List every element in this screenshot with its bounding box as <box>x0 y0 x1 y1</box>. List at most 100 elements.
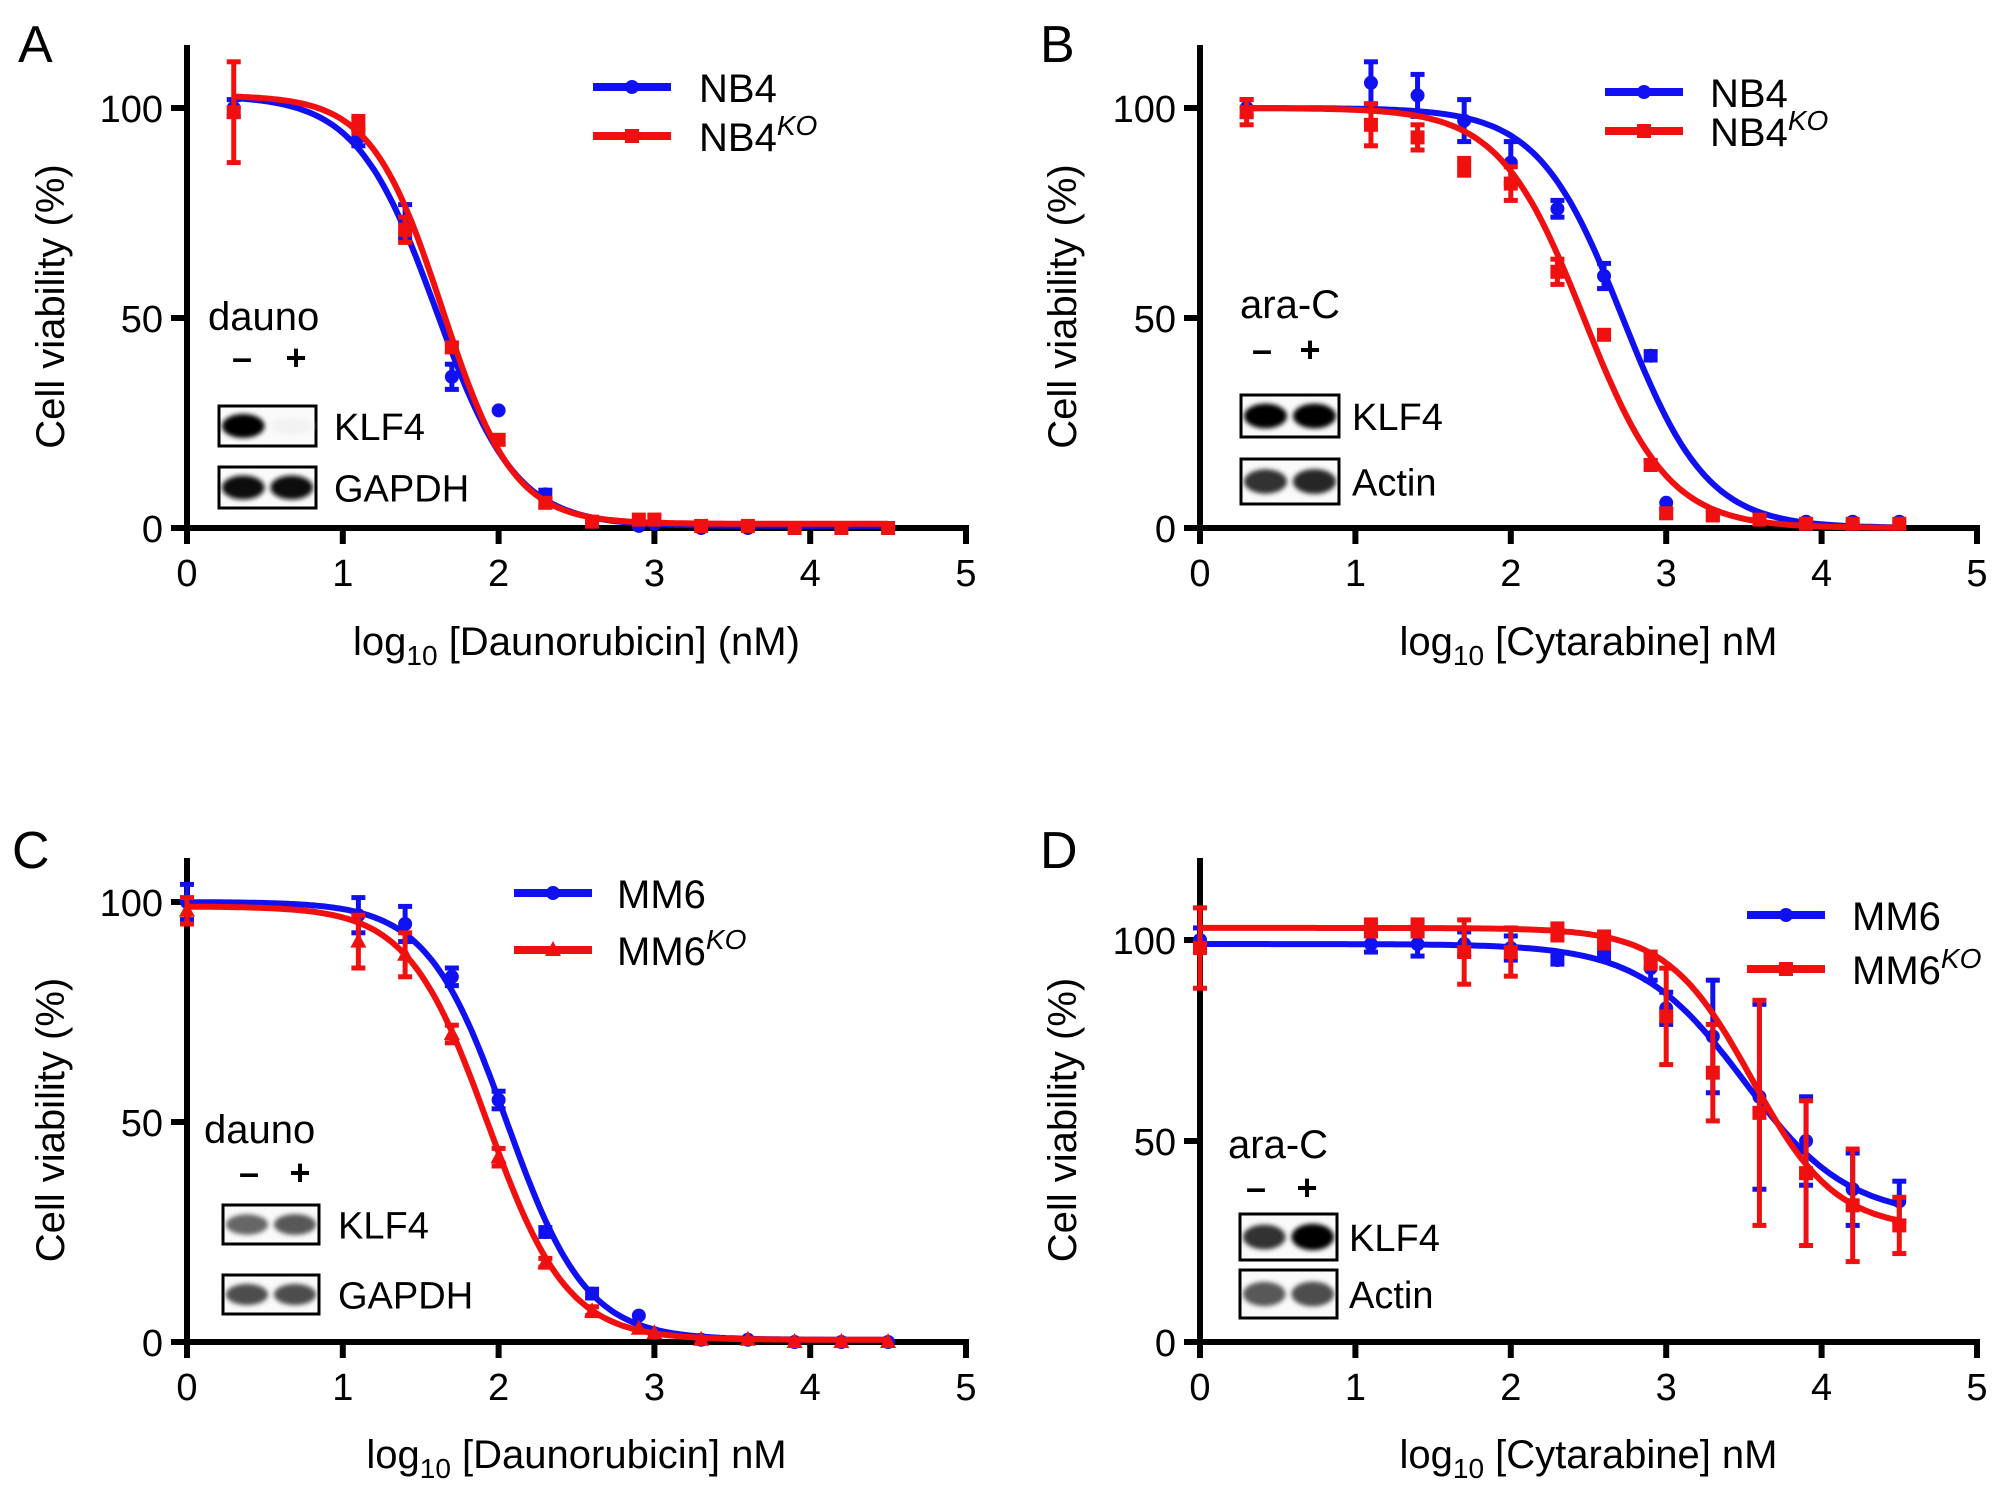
data-point <box>1597 949 1612 964</box>
lane-label: + <box>1299 329 1320 370</box>
x-axis-label: log10 [Daunorubicin] (nM) <box>353 620 800 671</box>
legend-entry: NB4KO <box>593 110 817 160</box>
y-axis-label: Cell viability (%) <box>29 164 73 449</box>
legend-entry: MM6KO <box>1747 943 1981 993</box>
data-point <box>1799 1166 1814 1181</box>
inset-title: dauno <box>204 1108 315 1152</box>
blot-label: Actin <box>1352 463 1436 505</box>
data-point <box>1503 945 1518 960</box>
x-tick-label: 2 <box>488 553 509 595</box>
data-point <box>444 340 459 355</box>
x-axis-label: log10 [Cytarabine] nM <box>1399 620 1777 671</box>
lane-label: – <box>232 337 252 378</box>
x-tick-label: 3 <box>1656 1367 1677 1409</box>
data-point <box>1239 105 1254 120</box>
fit-curve <box>233 93 889 527</box>
data-point <box>1643 458 1658 472</box>
legend-name: MM6 <box>1852 895 1941 939</box>
x-tick-label: 4 <box>1811 1367 1832 1409</box>
blot-gapdh: GAPDH <box>217 465 469 511</box>
blot-band <box>1292 469 1337 494</box>
legend-label: MM6KO <box>1852 943 1981 993</box>
western-blot-inset: ara-C– + KLF4 Actin <box>1228 1123 1440 1320</box>
legend-name: NB4 <box>1710 72 1788 116</box>
data-point <box>1363 117 1378 132</box>
x-tick-label: 4 <box>800 1367 821 1409</box>
x-axis-label-suffix: [Daunorubicin] nM <box>451 1433 787 1477</box>
data-point <box>179 901 195 917</box>
y-tick-label: 0 <box>142 1323 163 1365</box>
legend-marker <box>546 886 560 900</box>
data-point <box>1799 516 1814 531</box>
legend-marker <box>625 129 639 143</box>
blot-label: KLF4 <box>1352 397 1443 439</box>
legend-entry: MM6 <box>514 873 706 917</box>
y-tick-label: 100 <box>1113 89 1176 131</box>
y-tick-label: 50 <box>121 299 163 341</box>
data-point <box>1550 264 1565 279</box>
series-nb4-ko <box>226 59 896 535</box>
x-tick-label: 5 <box>1966 553 1987 595</box>
x-axis-label-suffix: [Daunorubicin] (nM) <box>438 620 800 664</box>
data-point <box>630 1319 647 1335</box>
blot-band <box>270 417 314 435</box>
data-point <box>1410 88 1425 103</box>
data-point <box>1643 348 1658 363</box>
series-nb4 <box>226 95 896 535</box>
data-point <box>491 1093 506 1107</box>
data-point <box>538 495 553 510</box>
data-point <box>585 514 600 529</box>
legend-marker <box>1637 85 1651 99</box>
y-tick-label: 100 <box>1113 921 1176 963</box>
x-tick-label: 1 <box>332 553 353 595</box>
data-point <box>1363 937 1378 952</box>
blot-band <box>1243 469 1288 494</box>
x-tick-label: 2 <box>1500 553 1521 595</box>
x-axis-label-subscript: 10 <box>1453 640 1484 671</box>
x-axis-label-suffix: [Cytarabine] nM <box>1484 1433 1777 1477</box>
data-point <box>1892 1218 1907 1233</box>
western-blot-inset: ara-C– + KLF4 Actin <box>1239 283 1443 506</box>
data-point <box>1550 201 1565 216</box>
data-point <box>1659 506 1674 521</box>
x-axis-label-subscript: 10 <box>406 640 437 671</box>
fit-curve <box>1246 105 1900 531</box>
data-point <box>646 1324 663 1340</box>
legend-name: NB4 <box>1710 111 1788 155</box>
blot-klf4: KLF4 <box>217 404 425 449</box>
legend-superscript: KO <box>706 924 746 955</box>
data-point <box>693 1330 710 1346</box>
blot-band <box>1242 1224 1286 1250</box>
legend-marker <box>1637 124 1651 138</box>
x-tick-label: 0 <box>176 1367 197 1409</box>
data-point <box>1550 953 1565 968</box>
y-tick-label: 100 <box>100 89 163 131</box>
blot-band <box>221 414 265 438</box>
lane-label: – <box>1246 1167 1266 1208</box>
legend-name: NB4 <box>699 67 777 111</box>
data-point <box>444 369 459 384</box>
legend-marker <box>1779 962 1793 976</box>
data-point <box>1363 920 1378 935</box>
legend-label: MM6 <box>617 873 706 917</box>
blot-gapdh: GAPDH <box>221 1273 473 1318</box>
blot-band <box>1292 403 1337 429</box>
legend-label: MM6KO <box>617 924 746 974</box>
data-point <box>1597 933 1612 947</box>
x-tick-label: 1 <box>1345 1367 1366 1409</box>
legend-name: MM6 <box>1852 949 1941 993</box>
data-point <box>740 518 755 533</box>
legend-label: NB4 <box>1710 72 1788 116</box>
data-point <box>786 1333 803 1348</box>
data-point <box>1457 945 1472 960</box>
data-point <box>443 1025 460 1040</box>
y-tick-label: 100 <box>100 883 163 925</box>
legend-marker <box>1779 908 1793 922</box>
data-point <box>1550 924 1565 939</box>
fit-curve <box>233 95 889 529</box>
lane-label: + <box>285 337 306 378</box>
data-point <box>1410 130 1425 145</box>
y-tick-label: 50 <box>1134 299 1176 341</box>
data-point <box>1457 113 1472 128</box>
